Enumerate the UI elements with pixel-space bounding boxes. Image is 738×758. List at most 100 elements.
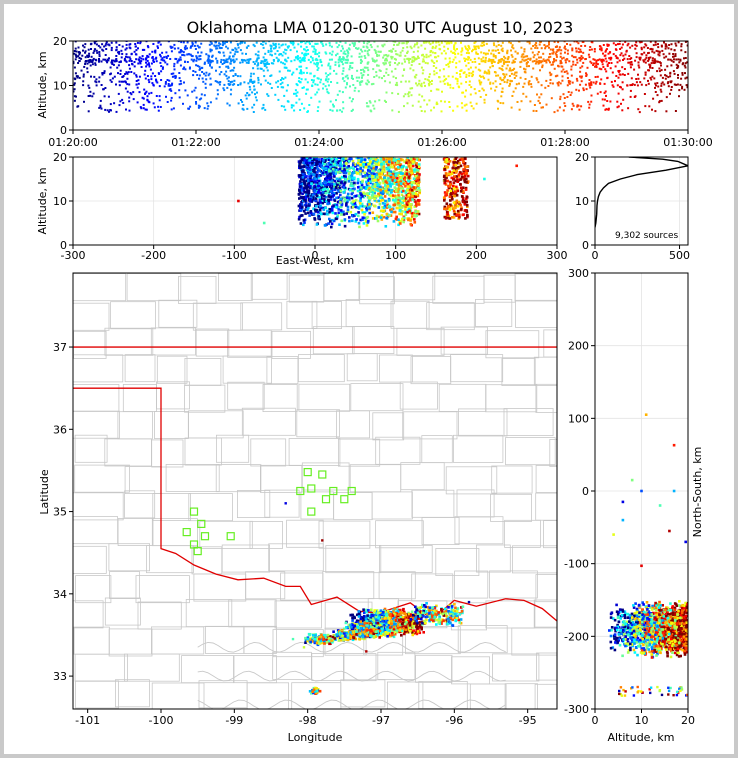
time-source-point	[206, 107, 209, 110]
county-outline	[104, 597, 141, 626]
time-source-point	[670, 64, 673, 67]
ew-source-point	[318, 161, 322, 165]
time-source-point	[292, 43, 295, 46]
ew-source-point	[315, 205, 318, 208]
time-source-point	[440, 110, 443, 113]
time-source-point	[468, 72, 471, 75]
ew-source-point	[342, 158, 345, 161]
time-source-point	[590, 81, 593, 84]
time-source-point	[601, 58, 604, 61]
time-source-point	[599, 48, 601, 51]
time-source-point	[423, 55, 426, 58]
ew-source-point	[459, 203, 462, 207]
ew-source-point	[452, 187, 456, 190]
time-source-point	[326, 80, 329, 83]
time-source-point	[108, 57, 110, 60]
time-source-point	[576, 58, 579, 61]
time-source-point	[152, 58, 155, 61]
time-source-point	[221, 63, 224, 65]
ew-source-point	[405, 204, 409, 208]
time-source-point	[664, 77, 667, 80]
time-source-point	[251, 106, 254, 109]
time-source-point	[411, 60, 414, 63]
ew-source-point	[308, 164, 311, 167]
ew-source-point	[463, 157, 467, 160]
time-source-point	[518, 41, 521, 43]
ew-source-point	[454, 164, 458, 167]
time-source-point	[526, 61, 529, 64]
time-source-point	[366, 105, 369, 108]
ew-source-point	[443, 207, 446, 211]
time-source-point	[652, 97, 655, 100]
time-source-point	[492, 60, 495, 63]
time-source-point	[110, 41, 113, 44]
time-source-point	[454, 77, 457, 80]
ew-source-point	[455, 199, 459, 203]
time-source-point	[142, 107, 145, 110]
time-source-point	[241, 41, 244, 43]
ew-source-point	[396, 203, 400, 206]
time-source-point	[118, 52, 121, 55]
ew-source-point	[398, 204, 402, 208]
ew-source-point	[401, 168, 404, 171]
time-source-point	[151, 72, 154, 75]
ew-source-point	[415, 162, 418, 165]
time-source-point	[518, 108, 521, 111]
time-source-point	[104, 87, 107, 89]
ew-source-point	[406, 176, 409, 180]
time-source-point	[520, 55, 523, 58]
time-source-point	[160, 65, 163, 68]
time-source-point	[310, 55, 312, 58]
ew-source-point	[364, 185, 368, 189]
time-source-point	[490, 87, 493, 90]
ew-source-point	[403, 174, 407, 177]
ew-source-point	[361, 216, 365, 219]
ew-source-point	[444, 217, 448, 220]
time-source-point	[225, 60, 228, 63]
time-source-point	[578, 51, 581, 54]
ew-source-point	[298, 209, 301, 212]
time-source-point	[419, 105, 422, 108]
time-source-point	[330, 45, 333, 48]
time-source-point	[664, 68, 667, 71]
time-source-point	[95, 59, 98, 62]
ew-source-point	[337, 211, 341, 215]
time-source-point	[231, 48, 234, 51]
time-source-point	[461, 47, 464, 50]
time-source-point	[487, 69, 490, 72]
ew-source-point	[414, 210, 418, 213]
time-source-point	[199, 58, 202, 61]
time-source-point	[480, 44, 483, 47]
time-source-point	[609, 67, 612, 70]
time-source-point	[624, 41, 627, 43]
time-source-point	[182, 51, 185, 54]
time-source-point	[357, 90, 360, 93]
time-source-point	[103, 71, 106, 74]
time-source-point	[270, 47, 272, 50]
ew-source-point	[410, 217, 413, 221]
time-source-point	[252, 67, 255, 70]
time-source-point	[73, 50, 76, 52]
time-source-point	[78, 57, 81, 59]
x-tick-label: -200	[141, 249, 166, 262]
time-source-point	[151, 56, 154, 59]
time-source-point	[403, 105, 405, 108]
ew-source-point	[329, 190, 333, 193]
ew-source-point	[395, 196, 399, 199]
time-source-point	[500, 48, 503, 51]
ew-source-point	[407, 176, 411, 179]
time-source-point	[292, 42, 295, 45]
ew-source-point	[458, 158, 462, 162]
time-source-point	[417, 82, 420, 85]
time-source-point	[157, 46, 159, 49]
ew-source-point	[359, 163, 362, 167]
time-source-point	[329, 72, 332, 75]
time-source-point	[428, 84, 431, 87]
ew-source-point	[350, 192, 354, 196]
time-source-point	[475, 102, 478, 105]
time-source-point	[240, 58, 243, 61]
time-source-point	[327, 74, 330, 76]
ew-source-point	[400, 190, 404, 193]
y-tick-label: 0	[582, 239, 589, 252]
time-source-point	[616, 57, 619, 60]
